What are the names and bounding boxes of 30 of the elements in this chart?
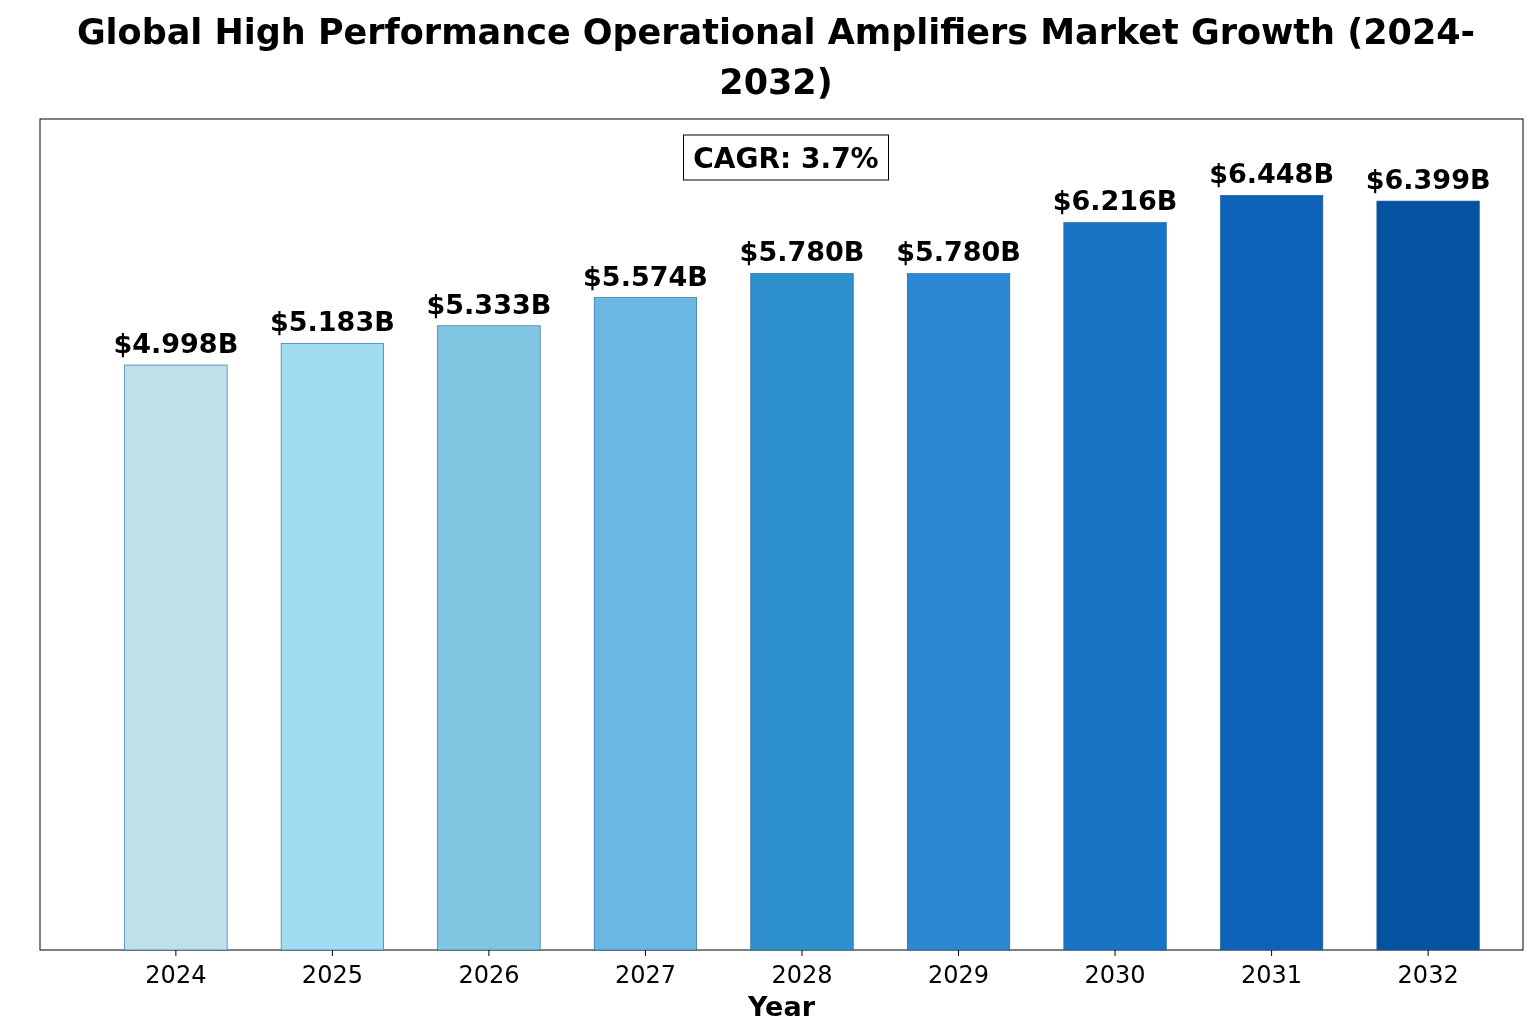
data-label: $5.183B: [270, 306, 395, 338]
bar: [906, 273, 1011, 951]
data-label: $5.780B: [739, 236, 865, 268]
chart-title: Global High Performance Operational Amplifiers Market Growth (2024-2032): [76, 12, 1476, 102]
data-label: $5.780B: [896, 236, 1021, 268]
data-label: $6.448B: [1209, 158, 1334, 190]
data-label: $5.574B: [583, 260, 708, 292]
bar: [280, 343, 384, 951]
bar: [1063, 222, 1167, 951]
data-label: $6.216B: [1052, 185, 1178, 217]
x-tick-label: 2029: [927, 961, 990, 989]
annotation: CAGR: 3.7%: [693, 142, 879, 175]
bar: [593, 297, 698, 951]
bar: [1376, 200, 1480, 951]
x-tick-label: 2032: [1397, 961, 1459, 989]
x-tick-label: 2025: [301, 961, 363, 989]
x-tick-label: 2028: [771, 961, 833, 989]
x-tick-label: 2027: [614, 961, 677, 989]
data-label: $5.333B: [426, 288, 552, 320]
data-label: $4.998B: [113, 328, 239, 360]
x-tick-label: 2030: [1084, 961, 1146, 989]
bar: [1220, 195, 1324, 951]
x-tick-label: 2024: [145, 961, 207, 989]
bar: [124, 364, 228, 951]
x-axis-title: Year: [747, 991, 816, 1022]
bar: [437, 325, 541, 951]
bar: [750, 273, 854, 951]
x-tick-label: 2026: [458, 961, 520, 989]
x-tick-label: 2031: [1241, 961, 1303, 989]
data-label: $6.399B: [1365, 164, 1491, 196]
